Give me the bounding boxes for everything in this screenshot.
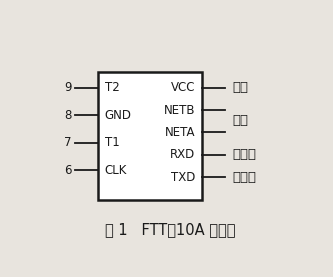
Bar <box>99 72 202 200</box>
Text: CLK: CLK <box>105 164 127 177</box>
Text: T2: T2 <box>105 81 120 94</box>
Text: GND: GND <box>105 109 132 122</box>
Text: NETA: NETA <box>165 126 195 139</box>
Text: 9: 9 <box>64 81 71 94</box>
Text: 时钟: 时钟 <box>232 114 249 127</box>
Text: 6: 6 <box>64 164 71 177</box>
Text: NETB: NETB <box>164 104 195 117</box>
Text: 数据: 数据 <box>232 81 249 94</box>
Text: TXD: TXD <box>171 171 195 184</box>
Text: 特编码: 特编码 <box>232 171 257 184</box>
Text: RXD: RXD <box>170 148 195 161</box>
Text: 8: 8 <box>64 109 71 122</box>
Text: 图 1   FTT－10A 引脚图: 图 1 FTT－10A 引脚图 <box>106 222 236 237</box>
Text: VCC: VCC <box>171 81 195 94</box>
Text: 曼彻斯: 曼彻斯 <box>232 148 257 161</box>
Text: 7: 7 <box>64 136 71 149</box>
Text: T1: T1 <box>105 136 120 149</box>
